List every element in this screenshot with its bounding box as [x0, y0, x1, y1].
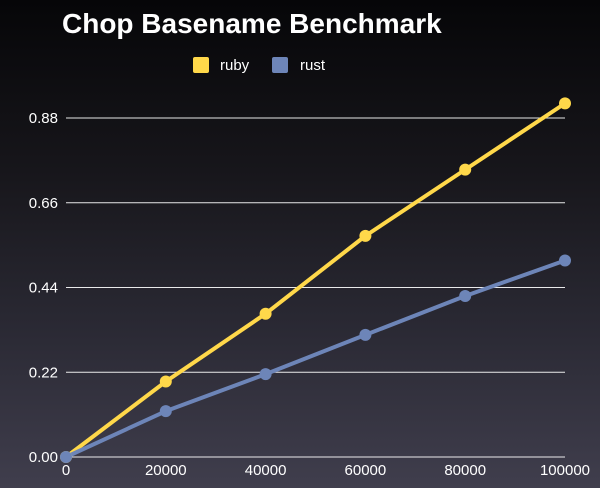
y-axis-ticks: 0.00 0.22 0.44 0.66 0.88	[29, 110, 58, 466]
legend-label-ruby: ruby	[220, 57, 250, 74]
y-tick-label-2: 0.44	[29, 280, 58, 297]
x-tick-label-1: 20000	[145, 462, 187, 479]
x-tick-label-2: 40000	[245, 462, 287, 479]
series-line-rust	[64, 258, 567, 459]
data-point-ruby-4	[459, 163, 472, 176]
data-point-rust-1	[159, 405, 172, 418]
grid-layer	[66, 117, 565, 458]
x-axis-ticks: 0 20000 40000 60000 80000 100000	[62, 462, 590, 479]
legend-swatch-ruby	[193, 57, 209, 73]
x-tick-label-5: 100000	[540, 462, 590, 479]
y-tick-label-3: 0.66	[29, 195, 58, 212]
data-point-rust-2	[259, 368, 272, 381]
data-point-ruby-3	[359, 229, 372, 242]
data-point-ruby-5	[559, 97, 571, 110]
y-tick-label-0: 0.00	[29, 449, 58, 466]
data-point-rust-0	[60, 451, 72, 463]
legend-label-rust: rust	[300, 57, 326, 74]
data-point-ruby-2	[259, 307, 272, 320]
data-point-rust-5	[559, 254, 571, 267]
series-layer	[60, 97, 571, 463]
legend-swatch-rust	[272, 57, 288, 73]
y-tick-label-4: 0.88	[29, 110, 58, 127]
chart-title: Chop Basename Benchmark	[62, 8, 442, 39]
data-point-rust-4	[459, 289, 472, 302]
x-tick-label-0: 0	[62, 462, 70, 479]
x-tick-label-4: 80000	[444, 462, 486, 479]
x-tick-label-3: 60000	[345, 462, 387, 479]
y-tick-label-1: 0.22	[29, 364, 58, 381]
data-point-rust-3	[359, 328, 372, 341]
data-point-ruby-1	[159, 375, 172, 388]
series-line-ruby	[64, 101, 567, 459]
legend: ruby rust	[193, 57, 326, 74]
